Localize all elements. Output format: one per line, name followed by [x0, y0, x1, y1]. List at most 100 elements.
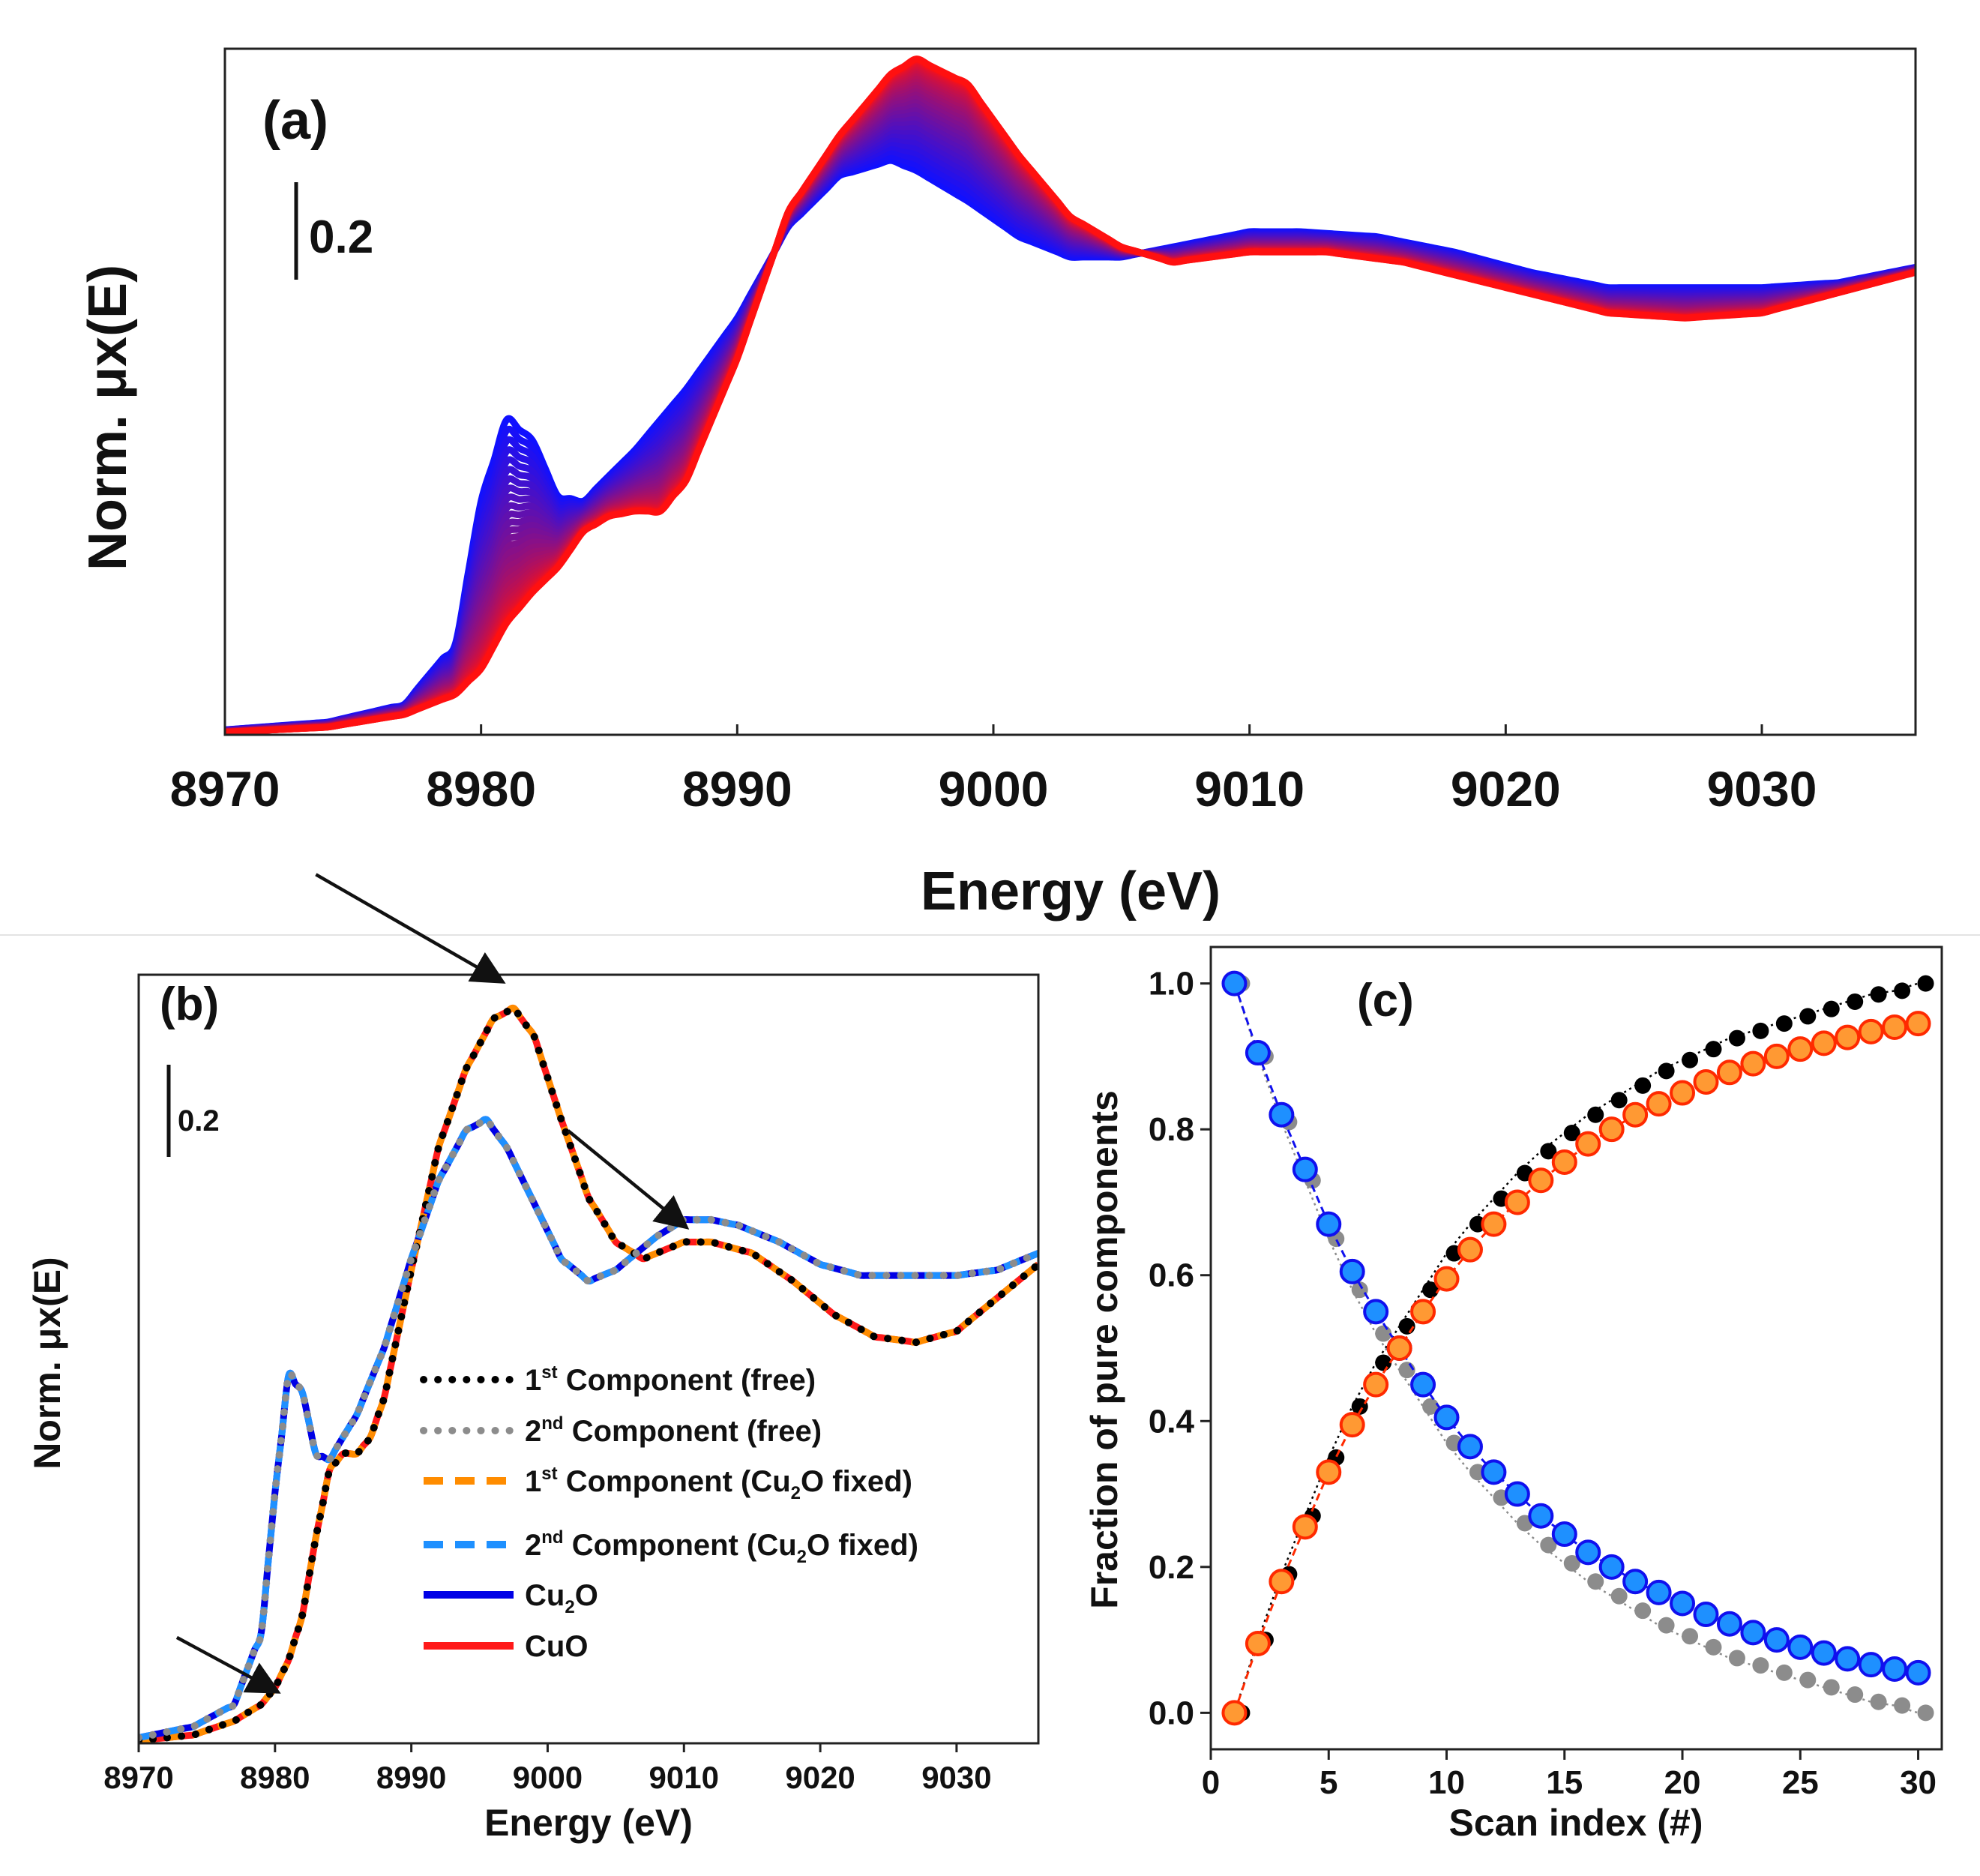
panel-a-scale-bar-label: 0.2 [309, 211, 373, 263]
panel-a-x-tick-label: 8990 [682, 761, 792, 817]
panel-c-point [1610, 1587, 1628, 1605]
panel-b-2nd-component-free [139, 1115, 1038, 1742]
panel-b-x-tick-label: 8990 [376, 1760, 446, 1795]
panel-c-point [1775, 1015, 1793, 1032]
legend-entry-label: 1st Component (Cu2O fixed) [525, 1464, 912, 1503]
panel-a-y-axis-title: Norm. μx(E) [78, 265, 138, 571]
panel-c-point [1763, 1627, 1790, 1653]
panel-c-point [1551, 1521, 1577, 1548]
panel-c-point [1433, 1404, 1460, 1431]
panel-c-y-tick-label: 0.6 [1149, 1257, 1194, 1294]
panel-a-x-tick-label: 8970 [170, 761, 280, 817]
panel-c-point [1646, 1091, 1672, 1117]
panel-c-point [1598, 1554, 1625, 1580]
panel-c-point [1622, 1101, 1649, 1128]
panel-c-point [1634, 1077, 1652, 1094]
panel-c-y-tick-label: 0.0 [1149, 1695, 1194, 1731]
panel-c-point [1882, 1656, 1908, 1682]
panel-c-point [1716, 1611, 1742, 1637]
panel-c-point [1575, 1131, 1601, 1157]
panel-c-point [1835, 1646, 1861, 1672]
panel-c-point [1351, 1398, 1368, 1415]
panel-c-point [1433, 1266, 1460, 1292]
panel-c-point [1917, 1704, 1934, 1722]
legend-entry-label: 1st Component (free) [525, 1362, 816, 1397]
panel-c-point [1905, 1011, 1931, 1037]
panel-c-x-tick-label: 5 [1320, 1764, 1337, 1801]
panel-c-point [1823, 1000, 1840, 1017]
panel-b-series [139, 1004, 1038, 1743]
panel-c-point [1504, 1189, 1530, 1215]
panel-c-point [1292, 1514, 1318, 1540]
panel-c-point [1682, 1628, 1699, 1645]
panel-b-1st-component-free [139, 1004, 1038, 1743]
panel-c-point [1823, 1679, 1840, 1696]
panel-b-arrow [175, 1635, 281, 1694]
panel-a-x-axis-title: Energy (eV) [921, 862, 1221, 922]
panel-b-arrow [567, 1129, 690, 1230]
panel-c: 0 5 10 15 20 25 30 0.0 0.2 0.4 0.6 0.8 1.0 (c) Scan… [1083, 945, 1943, 1844]
panel-c-point [1528, 1167, 1554, 1194]
panel-c-point [1386, 1335, 1412, 1361]
panel-a-x-ticks: 8970 8980 8990 9000 9010 9020 9030 [170, 724, 1817, 817]
panel-c-point [1363, 1299, 1389, 1325]
legend-entry-label: 2nd Component (Cu2O fixed) [525, 1527, 918, 1567]
panel-c-point [1882, 1014, 1908, 1040]
panel-c-series [1221, 970, 1934, 1726]
panel-c-y-tick-label: 1.0 [1149, 966, 1194, 1002]
panel-c-point [1670, 1080, 1696, 1106]
panel-c-point [1245, 1040, 1271, 1066]
panel-c-point [1375, 1354, 1392, 1371]
panel-c-point [1811, 1640, 1837, 1666]
panel-c-point [1894, 982, 1911, 999]
panel-c-frame [1209, 945, 1943, 1751]
panel-c-x-axis-title: Scan index (#) [1449, 1802, 1703, 1844]
panel-c-point [1740, 1620, 1766, 1646]
panel-c-point [1422, 1398, 1439, 1415]
panel-c-point [1775, 1664, 1793, 1681]
panel-c-x-tick-label: 30 [1900, 1764, 1937, 1801]
panel-c-point [1422, 1281, 1439, 1299]
panel-c-point [1728, 1029, 1745, 1047]
panel-c-point [1847, 1686, 1864, 1704]
panel-c-point [1410, 1371, 1436, 1398]
panel-c-x-tick-label: 0 [1202, 1764, 1220, 1801]
panel-b-scale-bar-label: 0.2 [178, 1104, 220, 1137]
panel-c-point [1587, 1573, 1604, 1590]
panel-c-point [1504, 1481, 1530, 1507]
panel-a-x-tick-label: 9000 [939, 761, 1049, 817]
panel-c-point [1375, 1325, 1392, 1342]
panel-c-point [1658, 1062, 1675, 1080]
panel-c-point [1351, 1281, 1368, 1299]
panel-a: 8970 8980 8990 9000 9010 9020 9030 (a) 0.2 Ene… [78, 47, 1917, 922]
panel-c-y-axis-title: Fraction of pure components [1083, 1090, 1125, 1609]
panel-a-scan-line [225, 78, 1916, 735]
panel-c-point [1598, 1116, 1625, 1143]
panel-c-point [1457, 1236, 1483, 1263]
panel-c-point [1870, 986, 1887, 1003]
panel-b-label: (b) [160, 978, 219, 1030]
panel-c-point [1705, 1041, 1722, 1058]
panel-c-point [1787, 1634, 1814, 1660]
panel-a-frame [223, 47, 1917, 736]
panel-c-x-ticks: 0 5 10 15 20 25 30 [1202, 1749, 1937, 1801]
panel-c-point [1610, 1092, 1628, 1109]
panel-c-point [1410, 1299, 1436, 1325]
legend-entry-label: CuO [525, 1630, 588, 1663]
panel-c-point [1540, 1536, 1557, 1554]
panel-c-point [1870, 1693, 1887, 1710]
panel-c-point [1905, 1659, 1931, 1686]
panel-c-point [1716, 1059, 1742, 1086]
panel-c-point [1847, 993, 1864, 1010]
panel-c-point [1787, 1036, 1814, 1062]
panel-c-x-tick-label: 15 [1546, 1764, 1583, 1801]
panel-c-point [1835, 1024, 1861, 1050]
panel-c-point [1221, 970, 1248, 996]
panel-c-point [1339, 1412, 1365, 1438]
panel-c-point [1563, 1125, 1580, 1142]
panel-c-y-tick-label: 0.2 [1149, 1549, 1194, 1586]
panel-b-x-tick-label: 9000 [513, 1760, 583, 1795]
panel-b-x-axis-title: Energy (eV) [484, 1802, 693, 1844]
panel-c-point [1292, 1156, 1318, 1182]
